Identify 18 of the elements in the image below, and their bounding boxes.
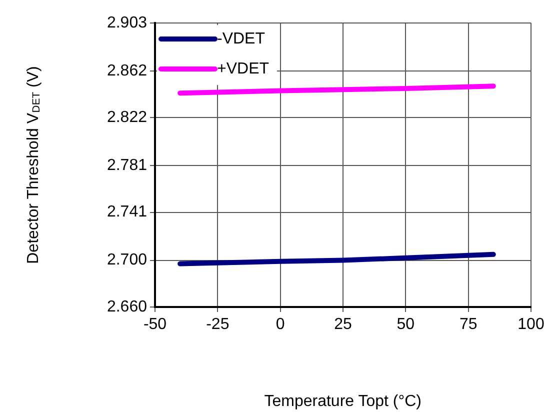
y-axis-title: Detector Threshold VDET (V)	[25, 66, 43, 264]
x-tick-label: -50	[143, 316, 167, 334]
x-axis-title: Temperature Topt (°C)	[264, 393, 422, 410]
y-tick-label: 2.781	[106, 156, 148, 174]
legend-label: -VDET	[217, 30, 266, 48]
x-tick-label: 0	[276, 316, 285, 334]
legend-label: +VDET	[217, 60, 270, 78]
x-tick-label: -25	[206, 316, 230, 334]
y-tick-label: 2.903	[106, 14, 148, 32]
y-tick-label: 2.660	[106, 298, 148, 316]
x-tick-label: 50	[396, 316, 415, 334]
y-tick-label: 2.741	[106, 204, 148, 221]
x-tick-label: 25	[334, 316, 352, 334]
y-tick-label: 2.700	[106, 252, 148, 269]
x-tick-label: 75	[459, 316, 478, 334]
y-tick-label: 2.862	[106, 62, 148, 80]
y-tick-label: 2.822	[106, 109, 148, 126]
x-tick-label: 100	[518, 316, 544, 334]
